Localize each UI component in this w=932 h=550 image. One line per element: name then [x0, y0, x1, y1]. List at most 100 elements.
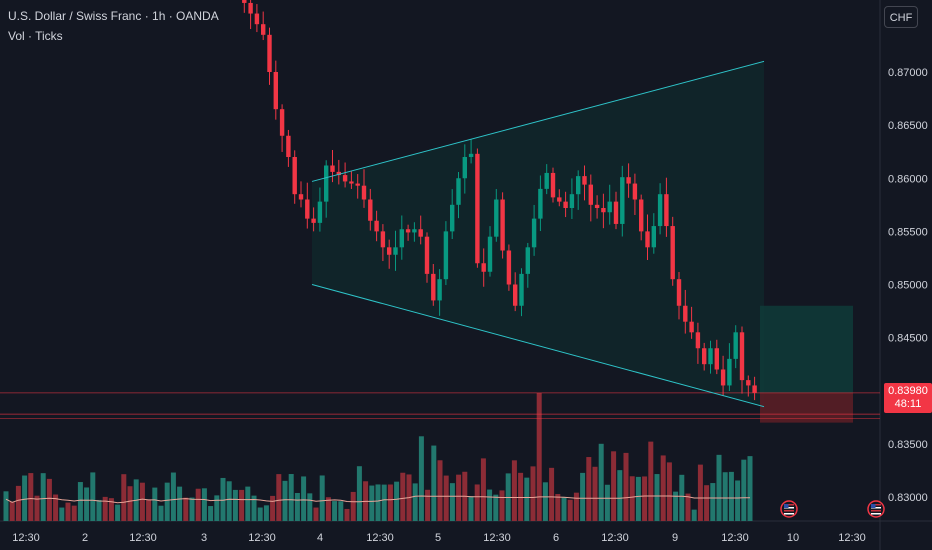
volume-bar [511, 460, 517, 521]
price-candles [242, 0, 757, 401]
symbol-title[interactable]: U.S. Dollar / Swiss Franc · 1h · OANDA [8, 9, 219, 23]
candle [399, 229, 404, 248]
candle [632, 183, 638, 200]
candle [412, 229, 417, 233]
candle [468, 153, 474, 157]
volume-bar [77, 482, 83, 521]
flag-stripe [871, 513, 881, 515]
candle [437, 279, 442, 301]
volume-bar [369, 485, 375, 521]
volume-bar [592, 466, 598, 521]
flag-canton [871, 504, 876, 508]
volume-bar [22, 475, 28, 521]
volume-bar [536, 393, 542, 521]
flag-us-icon[interactable] [780, 500, 798, 518]
candle [481, 263, 486, 272]
candle [513, 284, 518, 306]
volume-bar [704, 485, 710, 521]
volume-bar [580, 472, 586, 521]
volume-bar [71, 505, 77, 521]
volume-bar [425, 489, 431, 521]
volume-bar [226, 481, 232, 521]
volume-bars [3, 393, 753, 521]
volume-bar [356, 466, 362, 521]
volume-bar [666, 462, 672, 521]
candle [531, 218, 537, 248]
volume-bar [201, 488, 207, 521]
flag-ring [780, 500, 798, 518]
volume-bar [493, 494, 499, 521]
volume-bar [344, 508, 350, 521]
candle [657, 194, 663, 227]
price-tick: 0.86000 [888, 173, 928, 185]
volume-bar [449, 483, 455, 521]
candle [393, 247, 398, 255]
candle [670, 226, 675, 280]
candle [424, 236, 430, 274]
volume-bar [239, 489, 245, 521]
volume-bar [313, 507, 319, 521]
chart-legend: U.S. Dollar / Swiss Franc · 1h · OANDA V… [8, 9, 219, 43]
candle [443, 231, 449, 280]
volume-bar [350, 491, 356, 521]
volume-bar [270, 495, 276, 521]
candle [387, 247, 392, 255]
volume-indicator-label[interactable]: Vol · Ticks [8, 29, 63, 43]
volume-bar [288, 474, 294, 521]
time-tick: 12:30 [366, 532, 394, 544]
flag-canton [784, 504, 789, 508]
volume-bar [208, 506, 214, 521]
volume-bar [108, 498, 114, 521]
volume-bar [747, 456, 753, 521]
candle [286, 135, 291, 157]
volume-bar [518, 472, 524, 521]
candle [576, 176, 581, 195]
flag-stripe [871, 510, 881, 512]
channel-upper-line [311, 60, 765, 182]
candle [368, 199, 373, 221]
volume-bar [294, 493, 300, 521]
price-axis: 0.87000 0.86500 0.86000 0.85500 0.85000 0.845… [888, 67, 928, 504]
time-tick: 12:30 [248, 532, 276, 544]
volume-bar [170, 472, 176, 521]
candle [676, 279, 682, 306]
volume-bar [15, 485, 21, 521]
candle [525, 247, 530, 274]
candle [557, 197, 562, 202]
volume-bar [139, 482, 145, 521]
candle [645, 231, 650, 248]
candle [500, 199, 505, 251]
candle [298, 194, 304, 200]
current-price-value: 0.83980 [888, 385, 928, 397]
time-tick: 10 [787, 532, 799, 544]
volume-bar [654, 474, 660, 521]
candle [405, 229, 411, 233]
currency-button[interactable]: CHF [884, 6, 918, 28]
volume-bar [443, 475, 449, 521]
volume-bar [660, 455, 666, 521]
flag-us-icon[interactable] [867, 500, 885, 518]
candle [544, 172, 549, 189]
channel-fill [312, 61, 764, 407]
candle [689, 321, 694, 333]
candle [336, 171, 341, 176]
volume-bar [232, 489, 238, 521]
candle [550, 172, 556, 198]
volume-bar [3, 491, 9, 521]
candle [261, 24, 266, 35]
volume-bar [96, 499, 102, 521]
volume-bar [183, 497, 189, 521]
current-price-label: 0.83980 48:11 [884, 383, 932, 413]
volume-bar [90, 472, 96, 521]
price-tick: 0.84500 [888, 333, 928, 345]
candle [594, 204, 600, 208]
volume-bar [307, 493, 313, 521]
candle [538, 188, 543, 219]
volume-bar [623, 452, 629, 521]
volume-bar [164, 482, 170, 521]
candle [563, 201, 568, 208]
volume-bar [456, 474, 462, 521]
candle [342, 175, 348, 182]
